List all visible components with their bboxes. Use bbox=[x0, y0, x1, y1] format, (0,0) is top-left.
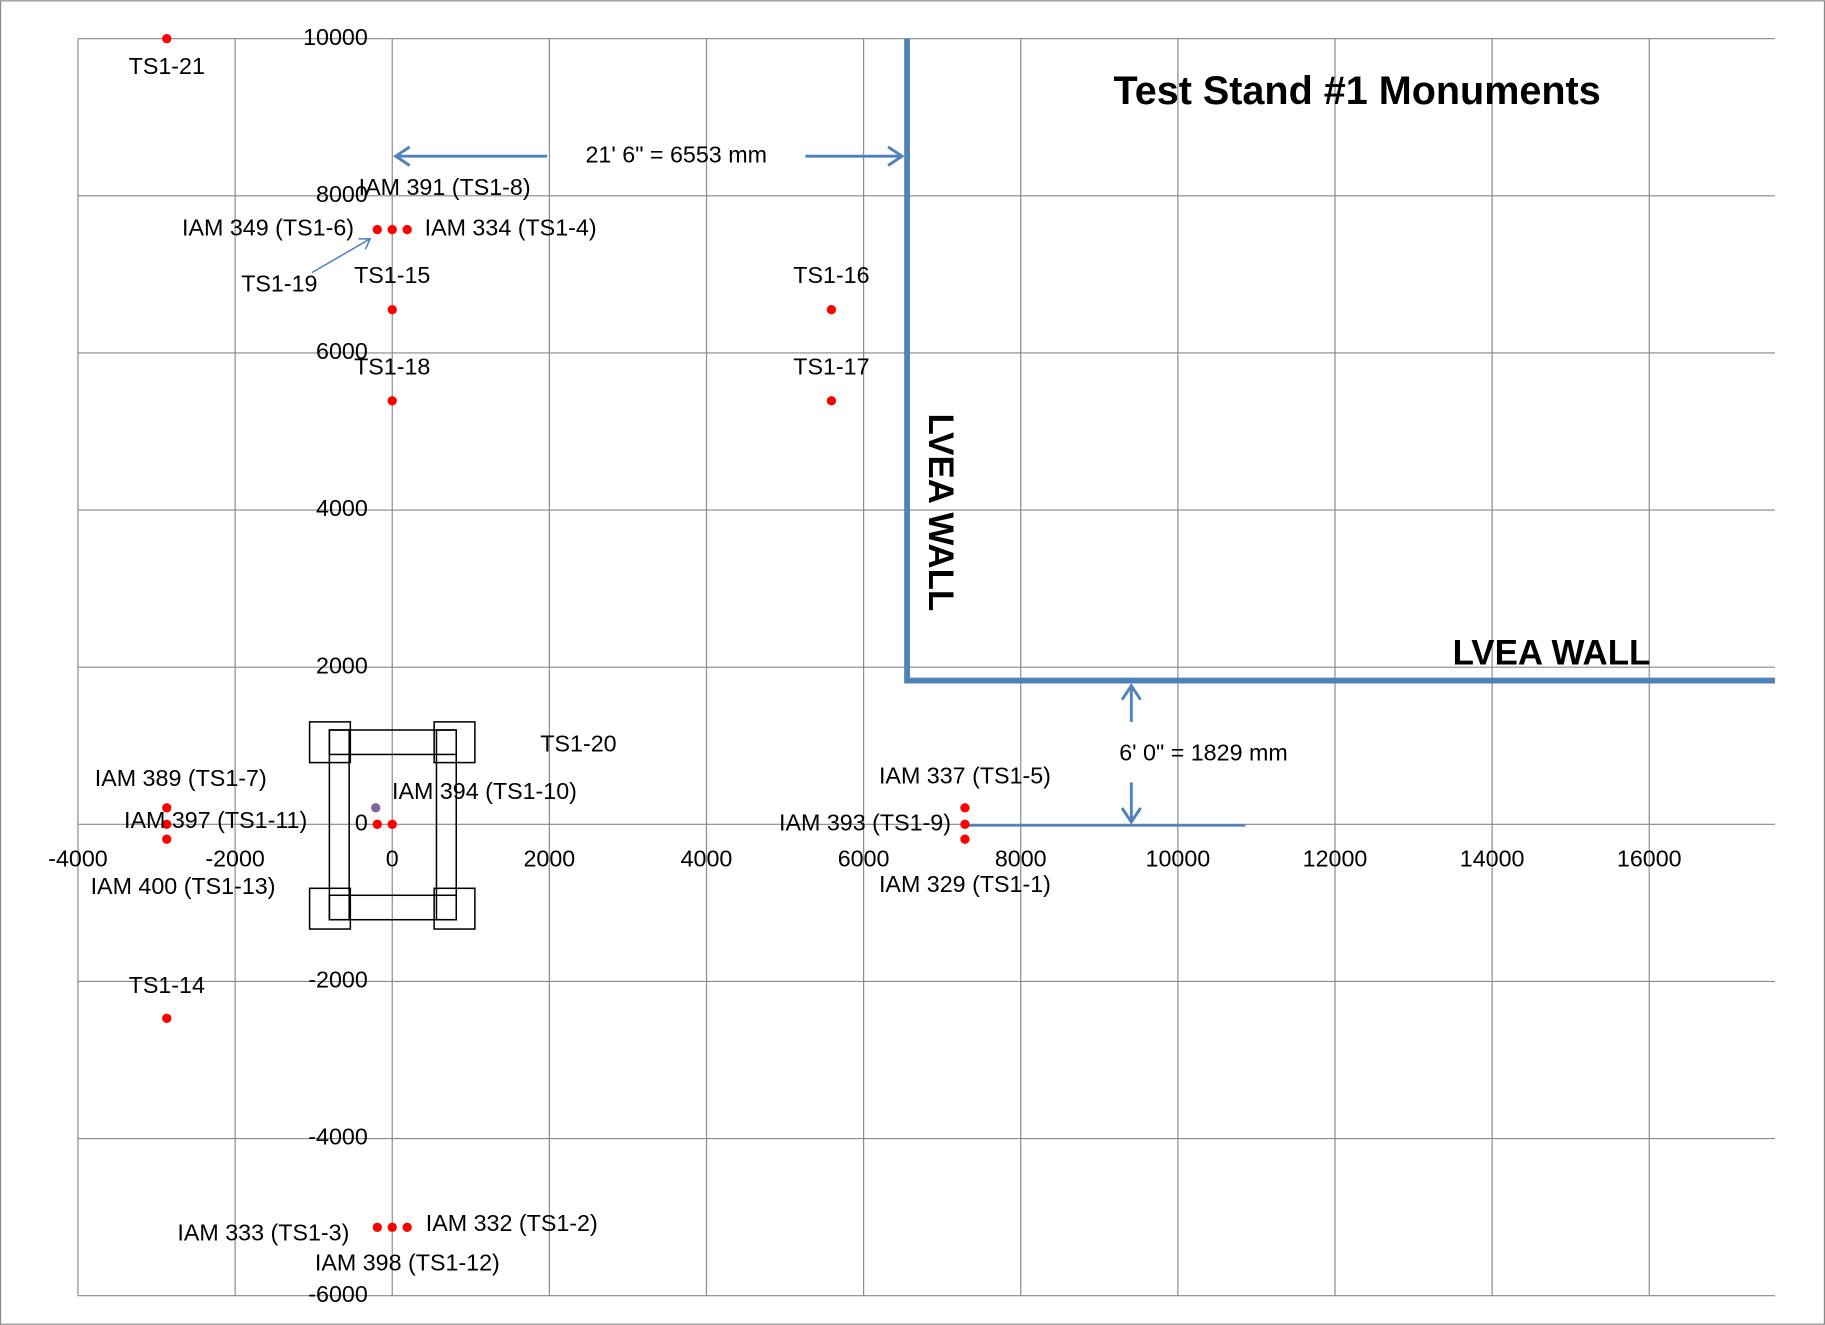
point bbox=[162, 819, 172, 829]
point-label: TS1-20 bbox=[540, 730, 616, 756]
point-label: IAM 337 (TS1-5) bbox=[879, 763, 1051, 789]
point bbox=[402, 1222, 412, 1232]
point bbox=[372, 1222, 382, 1232]
y-tick-label: 0 bbox=[355, 809, 368, 835]
point-label: TS1-19 bbox=[241, 271, 317, 297]
x-tick-label: 10000 bbox=[1146, 846, 1211, 872]
arrow-head bbox=[1120, 807, 1142, 825]
y-tick-label: 8000 bbox=[316, 181, 368, 207]
point-label: IAM 332 (TS1-2) bbox=[426, 1210, 598, 1236]
dimension-label: 6' 0" = 1829 mm bbox=[1119, 740, 1288, 766]
wall bbox=[904, 38, 1775, 684]
point-label: IAM 334 (TS1-4) bbox=[425, 215, 597, 241]
point bbox=[387, 305, 397, 315]
point bbox=[960, 819, 970, 829]
x-tick-label: -2000 bbox=[205, 846, 265, 872]
point-label: TS1-14 bbox=[129, 972, 205, 998]
test-stand bbox=[308, 721, 476, 930]
y-tick-label: -2000 bbox=[308, 967, 368, 993]
point bbox=[162, 1013, 172, 1023]
point bbox=[372, 224, 382, 235]
point bbox=[387, 396, 397, 406]
point bbox=[162, 834, 172, 844]
x-tick-label: 6000 bbox=[838, 846, 890, 872]
point bbox=[371, 803, 381, 813]
point-label: IAM 391 (TS1-8) bbox=[359, 174, 531, 200]
y-tick-label: 4000 bbox=[316, 495, 368, 521]
point-label: IAM 400 (TS1-13) bbox=[91, 873, 276, 899]
x-tick-label: 16000 bbox=[1617, 846, 1682, 872]
arrow-head bbox=[358, 238, 372, 250]
point bbox=[960, 834, 970, 844]
x-tick-label: 0 bbox=[386, 846, 399, 872]
point bbox=[162, 803, 172, 813]
x-tick-label: 4000 bbox=[681, 846, 733, 872]
arrow-head bbox=[887, 145, 905, 167]
x-tick-label: 14000 bbox=[1460, 846, 1525, 872]
y-tick-label: 6000 bbox=[316, 338, 368, 364]
point-label: IAM 333 (TS1-3) bbox=[177, 1219, 349, 1245]
arrow-head bbox=[1120, 683, 1142, 701]
point bbox=[387, 1222, 397, 1232]
y-tick-label: 2000 bbox=[316, 652, 368, 678]
point-label: IAM 349 (TS1-6) bbox=[182, 215, 354, 241]
point bbox=[402, 224, 412, 235]
stand-corner bbox=[433, 721, 476, 764]
y-tick-label: -4000 bbox=[308, 1124, 368, 1150]
stand-corner bbox=[433, 887, 476, 930]
point-label: TS1-15 bbox=[354, 262, 430, 288]
chart-title: Test Stand #1 Monuments bbox=[1113, 69, 1600, 113]
point bbox=[387, 224, 397, 235]
wall-label: LVEA WALL bbox=[921, 413, 960, 611]
y-tick-label: 10000 bbox=[303, 24, 368, 50]
point-label: TS1-17 bbox=[793, 353, 869, 379]
point-label: IAM 389 (TS1-7) bbox=[95, 765, 267, 791]
stand-bar bbox=[435, 729, 458, 921]
stand-corner bbox=[308, 721, 352, 764]
point bbox=[162, 33, 172, 44]
point bbox=[826, 396, 837, 406]
point-label: TS1-21 bbox=[129, 53, 205, 79]
point-label: IAM 397 (TS1-11) bbox=[124, 807, 307, 833]
x-tick-label: 2000 bbox=[523, 846, 575, 872]
point bbox=[826, 305, 837, 315]
point-label: IAM 329 (TS1-1) bbox=[879, 871, 1051, 897]
wall-label: LVEA WALL bbox=[1453, 634, 1651, 673]
point-label: IAM 398 (TS1-12) bbox=[315, 1250, 500, 1276]
point-label: TS1-18 bbox=[354, 353, 430, 379]
dimension-lines bbox=[311, 145, 1246, 827]
x-tick-label: 8000 bbox=[995, 846, 1047, 872]
x-tick-label: 12000 bbox=[1303, 846, 1368, 872]
point bbox=[960, 803, 970, 813]
point-label: IAM 394 (TS1-10) bbox=[392, 778, 577, 804]
stand-corner bbox=[308, 887, 352, 930]
y-tick-label: -6000 bbox=[308, 1281, 368, 1307]
arrow-head bbox=[393, 145, 411, 167]
x-tick-label: -4000 bbox=[48, 846, 108, 872]
stand-bar bbox=[328, 729, 350, 921]
pointer bbox=[311, 238, 371, 274]
point-label: IAM 393 (TS1-9) bbox=[779, 809, 951, 835]
point bbox=[387, 819, 397, 829]
grid bbox=[77, 38, 1775, 1297]
point-label: TS1-16 bbox=[793, 262, 869, 288]
dimension-label: 21' 6" = 6553 mm bbox=[585, 141, 766, 167]
point bbox=[372, 819, 382, 829]
